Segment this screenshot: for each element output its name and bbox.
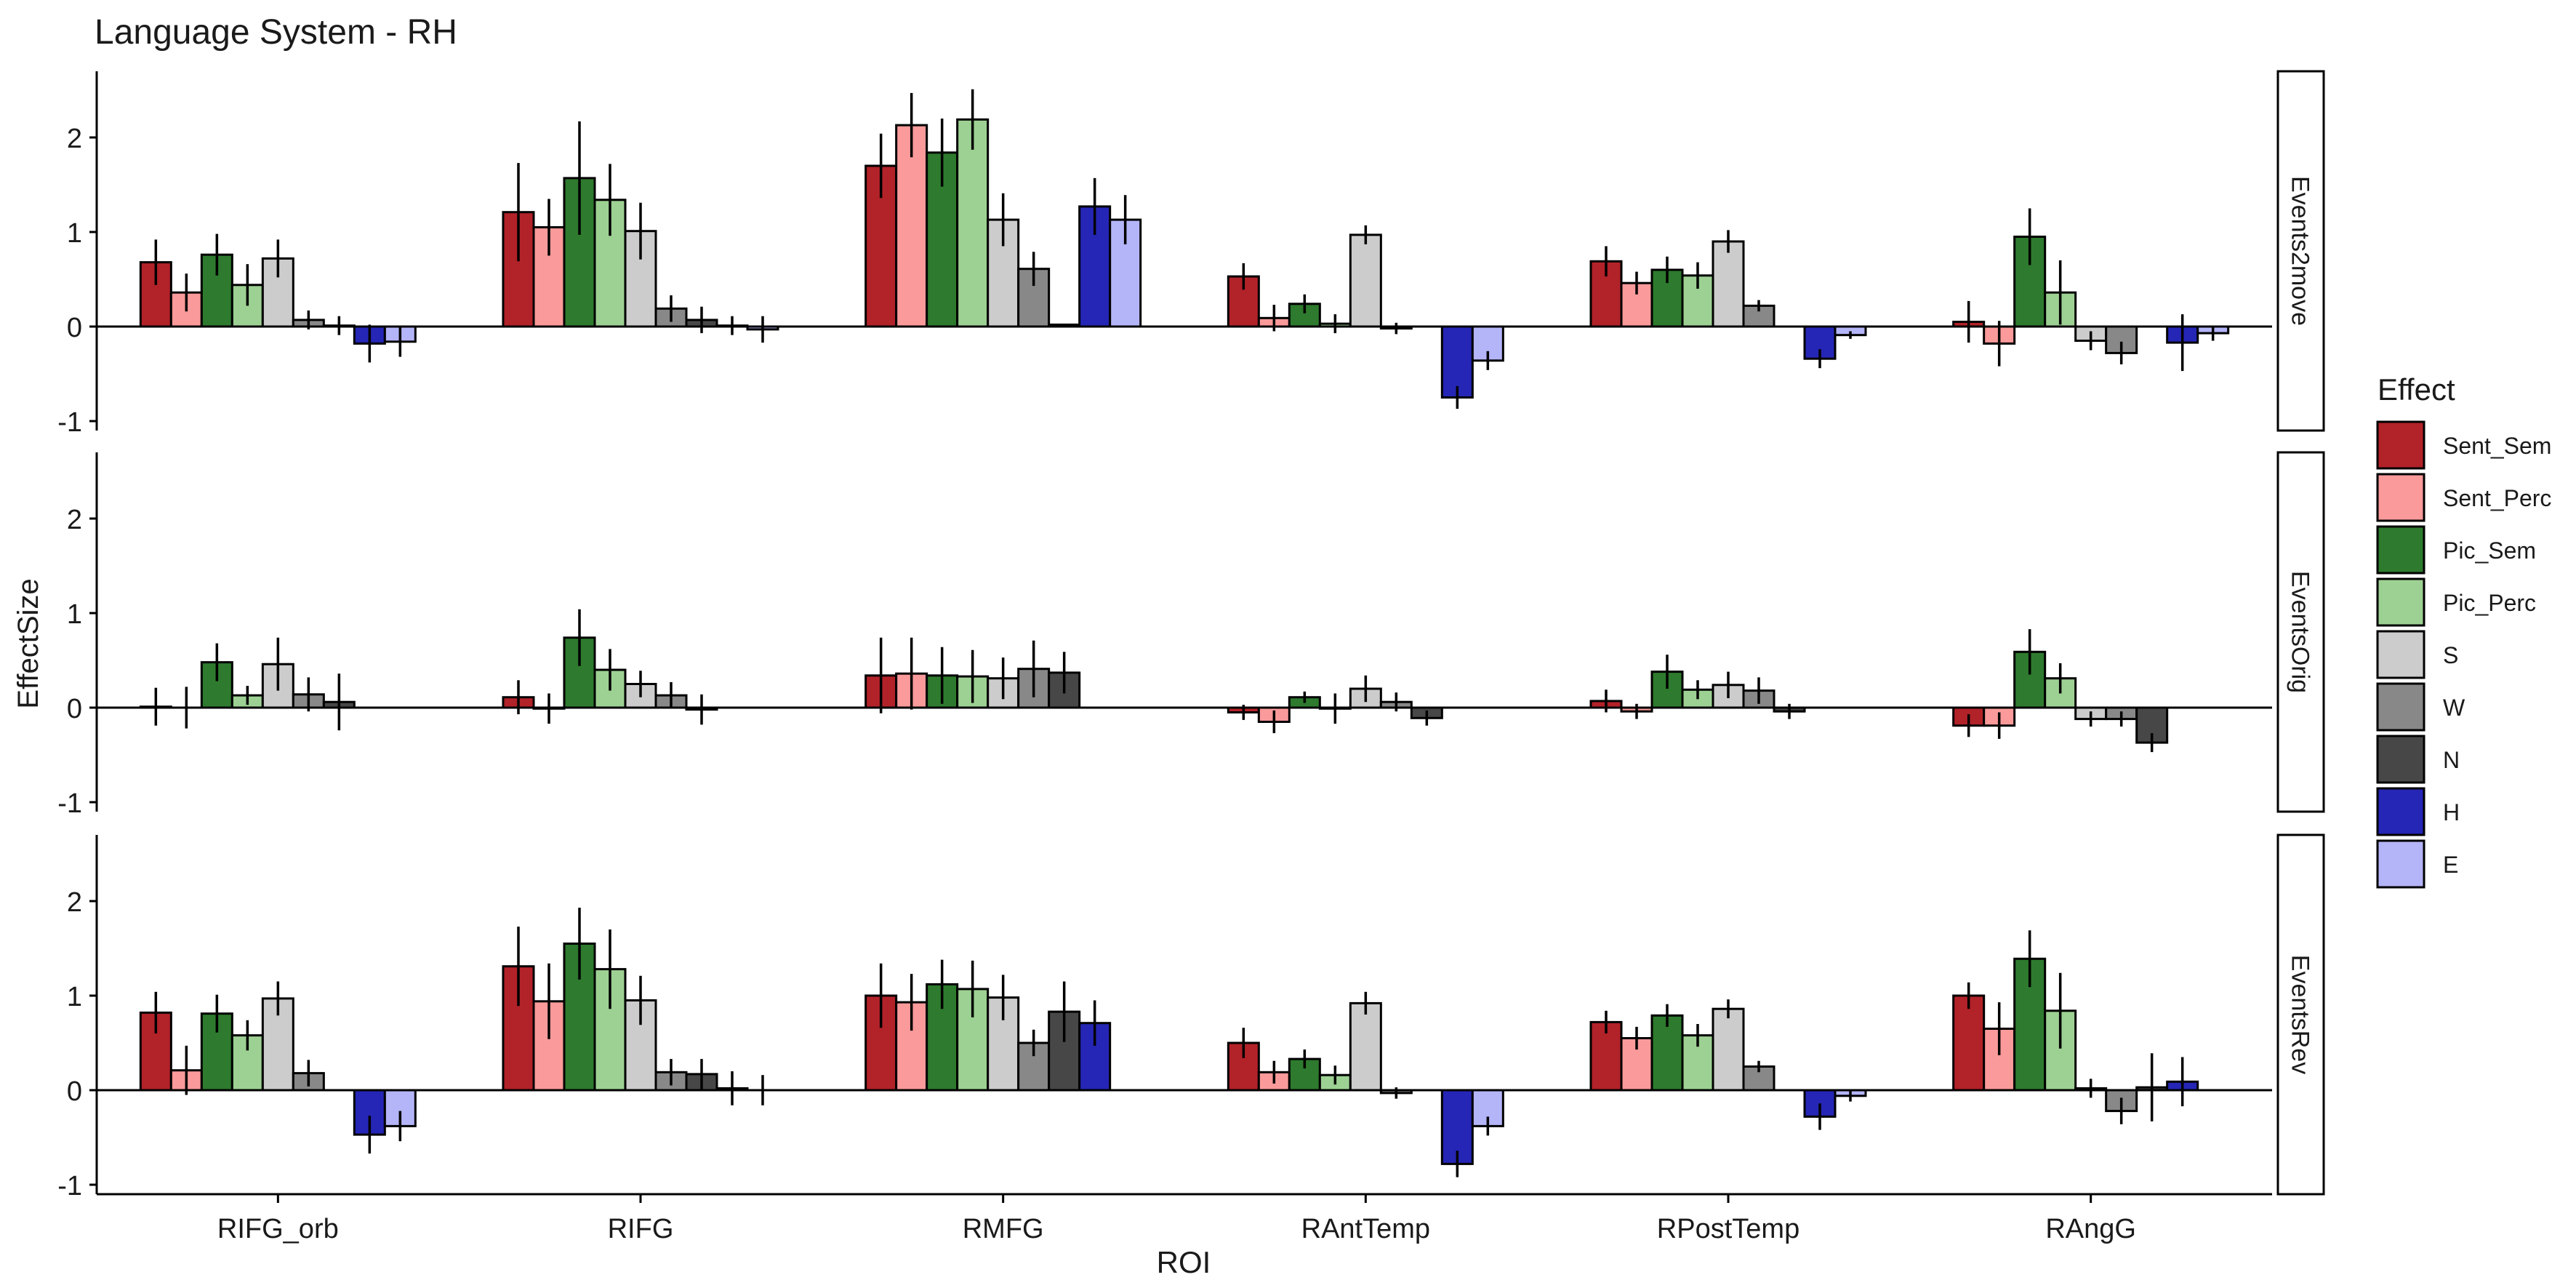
x-axis-label: ROI bbox=[1157, 1245, 1211, 1279]
facet-label-EventsOrig: EventsOrig bbox=[2287, 571, 2314, 693]
legend-swatch-H bbox=[2376, 787, 2425, 836]
legend: Effect Sent_Sem Sent_Perc Pic_Sem Pic_Perc S… bbox=[2376, 372, 2551, 889]
y-tick-label: 0 bbox=[67, 1076, 82, 1107]
y-axis-label: EffectSize bbox=[12, 578, 44, 708]
y-tick-label: -1 bbox=[57, 788, 82, 819]
bar-RPostTemp-S bbox=[1712, 1007, 1745, 1092]
bar-RPostTemp-S bbox=[1712, 240, 1745, 328]
legend-label-Pic_Perc: Pic_Perc bbox=[2443, 590, 2536, 616]
y-tick-label: 2 bbox=[67, 124, 82, 154]
x-tick-label-RIFG: RIFG bbox=[608, 1214, 674, 1244]
legend-swatch-W bbox=[2376, 682, 2425, 732]
legend-label-S: S bbox=[2443, 642, 2458, 668]
facet-strip bbox=[2276, 451, 2325, 813]
legend-label-Sent_Perc: Sent_Perc bbox=[2443, 485, 2551, 511]
bar-RMFG-Pic_Perc bbox=[956, 118, 990, 328]
panels: -1 0 1 2 Events2move -1 0 1 2 EventsOrig -1 0 1 2 Even… bbox=[57, 70, 2325, 1244]
facet-label-Events2move: Events2move bbox=[2287, 176, 2314, 326]
legend-label-H: H bbox=[2443, 799, 2460, 825]
x-tick-label-RAntTemp: RAntTemp bbox=[1301, 1214, 1430, 1244]
legend-swatch-Sent_Perc bbox=[2376, 473, 2425, 522]
facet-strip bbox=[2276, 833, 2325, 1196]
chart-title: Language System - RH bbox=[95, 13, 457, 52]
y-tick-label: -1 bbox=[57, 1171, 82, 1201]
y-tick-label: -1 bbox=[57, 407, 82, 438]
x-tick-label-RAngG: RAngG bbox=[2045, 1214, 2136, 1244]
bar-RIFG-Pic_Sem bbox=[563, 636, 596, 709]
bar-RMFG-Sent_Perc bbox=[895, 124, 928, 328]
y-tick-label: 0 bbox=[67, 694, 82, 724]
legend-swatch-Pic_Perc bbox=[2376, 577, 2425, 627]
y-tick-label: 2 bbox=[67, 505, 82, 535]
bar-RAntTemp-S bbox=[1349, 1001, 1382, 1092]
y-tick-label: 0 bbox=[67, 313, 82, 343]
legend-swatch-E bbox=[2376, 839, 2425, 889]
legend-label-N: N bbox=[2443, 747, 2460, 773]
legend-swatch-S bbox=[2376, 630, 2425, 679]
panel-EventsRev: -1 0 1 2 EventsRev RIFG_orb RIFG RMFG RAntTemp RP… bbox=[57, 833, 2325, 1244]
legend-title: Effect bbox=[2378, 372, 2455, 407]
legend-label-Pic_Sem: Pic_Sem bbox=[2443, 537, 2536, 564]
facet-label-EventsRev: EventsRev bbox=[2287, 955, 2314, 1074]
bar-RAngG-Sent_Sem bbox=[1952, 994, 1986, 1092]
y-tick-label: 1 bbox=[67, 218, 82, 249]
facet-strip bbox=[2276, 70, 2325, 432]
y-tick-label: 1 bbox=[67, 599, 82, 630]
legend-label-E: E bbox=[2443, 852, 2458, 878]
x-tick-label-RPostTemp: RPostTemp bbox=[1657, 1214, 1799, 1244]
y-tick-label: 1 bbox=[67, 982, 82, 1012]
legend-swatch-Pic_Sem bbox=[2376, 525, 2425, 575]
legend-swatch-N bbox=[2376, 735, 2425, 784]
x-tick-label-RMFG: RMFG bbox=[963, 1214, 1044, 1244]
panel-Events2move: -1 0 1 2 Events2move bbox=[57, 70, 2325, 438]
x-tick-label-RIFG_orb: RIFG_orb bbox=[217, 1214, 339, 1244]
y-tick-label: 2 bbox=[67, 887, 82, 918]
bar-RAntTemp-S bbox=[1349, 233, 1382, 328]
legend-label-Sent_Sem: Sent_Sem bbox=[2443, 433, 2551, 459]
legend-label-W: W bbox=[2443, 695, 2465, 721]
bar-RAntTemp-Sent_Sem bbox=[1227, 275, 1260, 328]
panel-EventsOrig: -1 0 1 2 EventsOrig bbox=[57, 451, 2325, 819]
legend-swatch-Sent_Sem bbox=[2376, 420, 2425, 470]
